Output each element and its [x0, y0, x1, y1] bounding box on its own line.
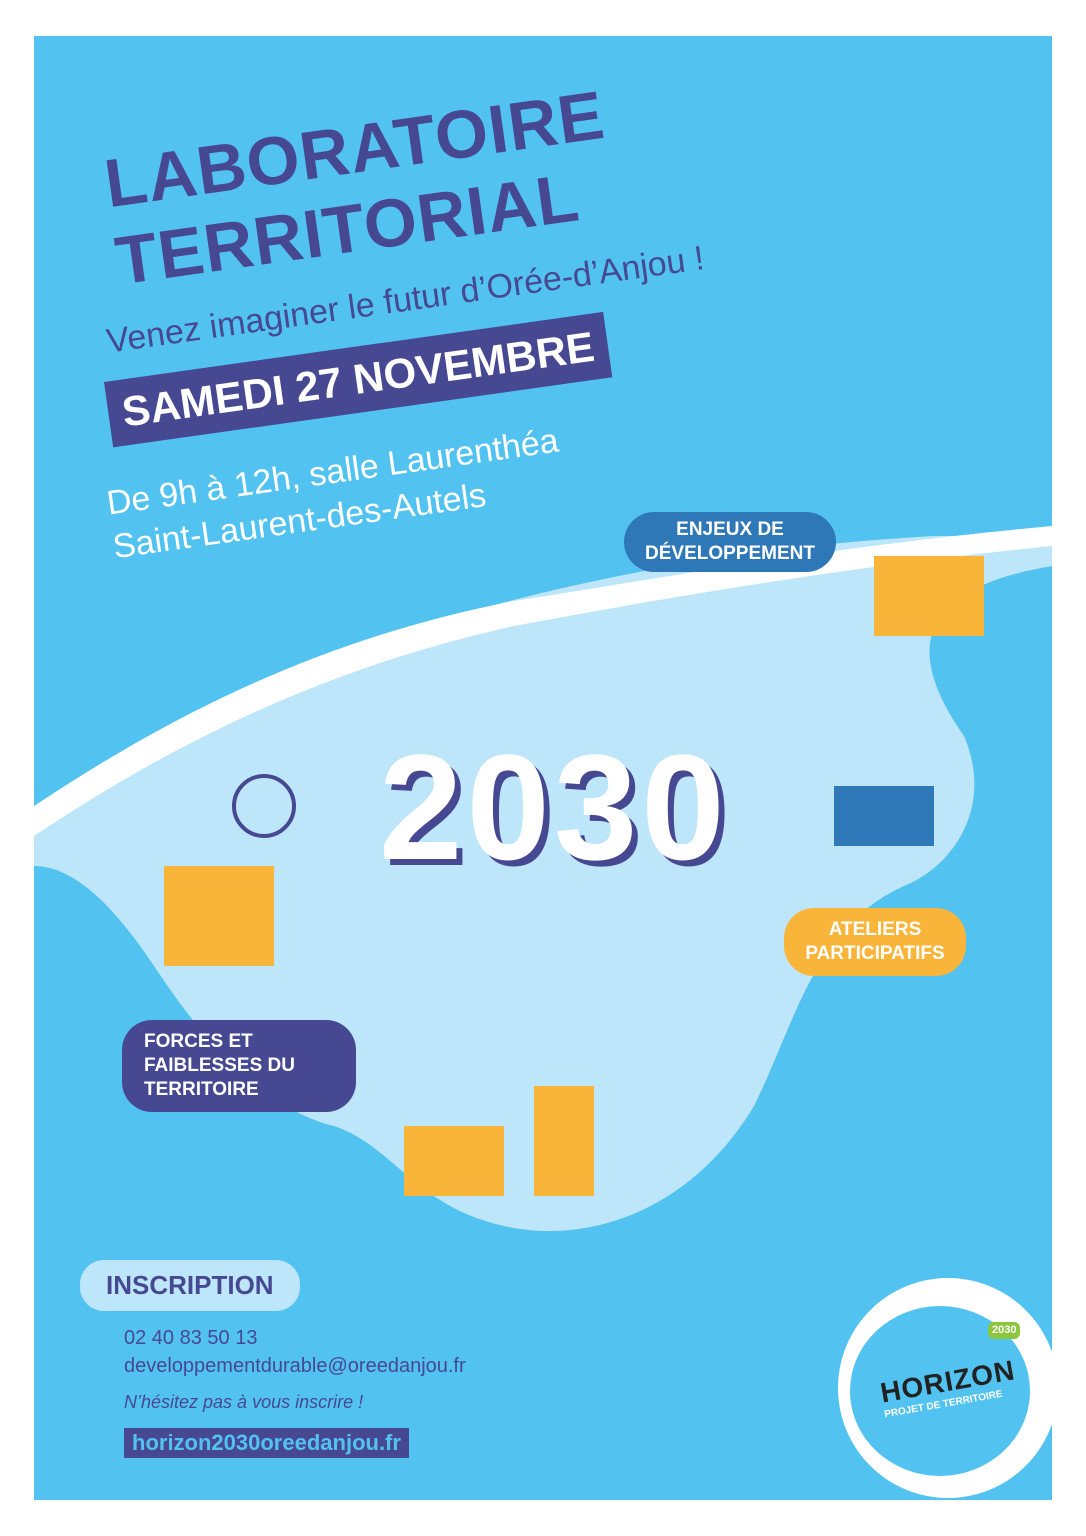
houses-top-right-icon — [874, 556, 984, 636]
bubble-forces: FORCES ET FAIBLESSES DU TERRITOIRE — [122, 1020, 356, 1112]
inscription-label: INSCRIPTION — [80, 1260, 300, 1311]
bicycle-icon — [232, 774, 296, 838]
bubble-enjeux: ENJEUX DE DÉVELOPPEMENT — [624, 512, 836, 572]
email[interactable]: developpementdurable@oreedanjou.fr — [124, 1355, 466, 1377]
horizon-logo: 2030 HORIZON PROJET DE TERRITOIRE — [838, 1278, 1058, 1498]
houses-icon — [404, 1126, 504, 1196]
phone[interactable]: 02 40 83 50 13 — [124, 1327, 258, 1349]
tractor-icon — [834, 786, 934, 846]
note: N’hésitez pas à vous inscrire ! — [124, 1392, 364, 1412]
bubble-ateliers: ATELIERS PARTICIPATIFS — [784, 908, 966, 976]
church-icon — [534, 1086, 594, 1196]
logo-badge: 2030 — [988, 1322, 1021, 1339]
poster: LABORATOIRE TERRITORIAL Venez imaginer le… — [34, 36, 1052, 1500]
village-houses-icon — [164, 866, 274, 966]
year-2030: 2030 — [379, 723, 729, 891]
website-link[interactable]: horizon2030oreedanjou.fr — [124, 1428, 409, 1458]
